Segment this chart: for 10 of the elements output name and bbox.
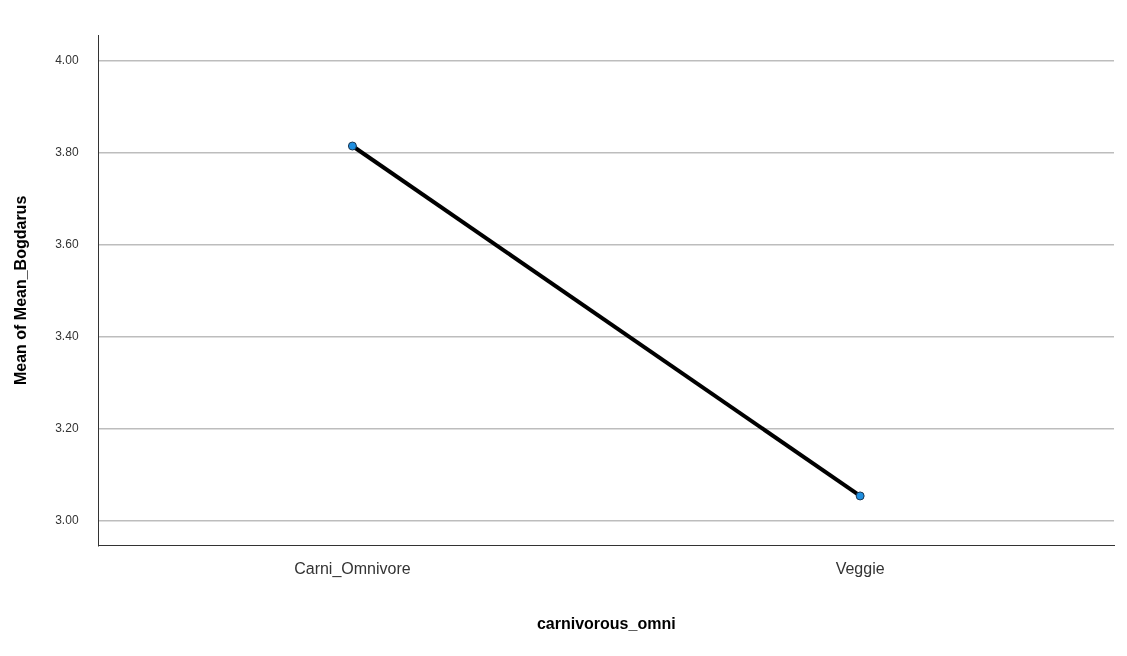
- y-tick-label: 3.60: [55, 236, 79, 251]
- y-tick-label: 3.00: [55, 512, 79, 527]
- y-tick-label: 4.00: [55, 52, 79, 67]
- x-tick-label: Veggie: [835, 559, 885, 577]
- y-axis-title: Mean of Mean_Bogdarus: [12, 195, 30, 386]
- x-tick-label: Carni_Omnivore: [294, 559, 411, 578]
- y-tick-label: 3.40: [55, 328, 79, 343]
- x-axis-title: carnivorous_omni: [536, 614, 676, 632]
- y-tick-label: 3.20: [55, 420, 79, 435]
- y-tick-label: 3.80: [55, 144, 79, 159]
